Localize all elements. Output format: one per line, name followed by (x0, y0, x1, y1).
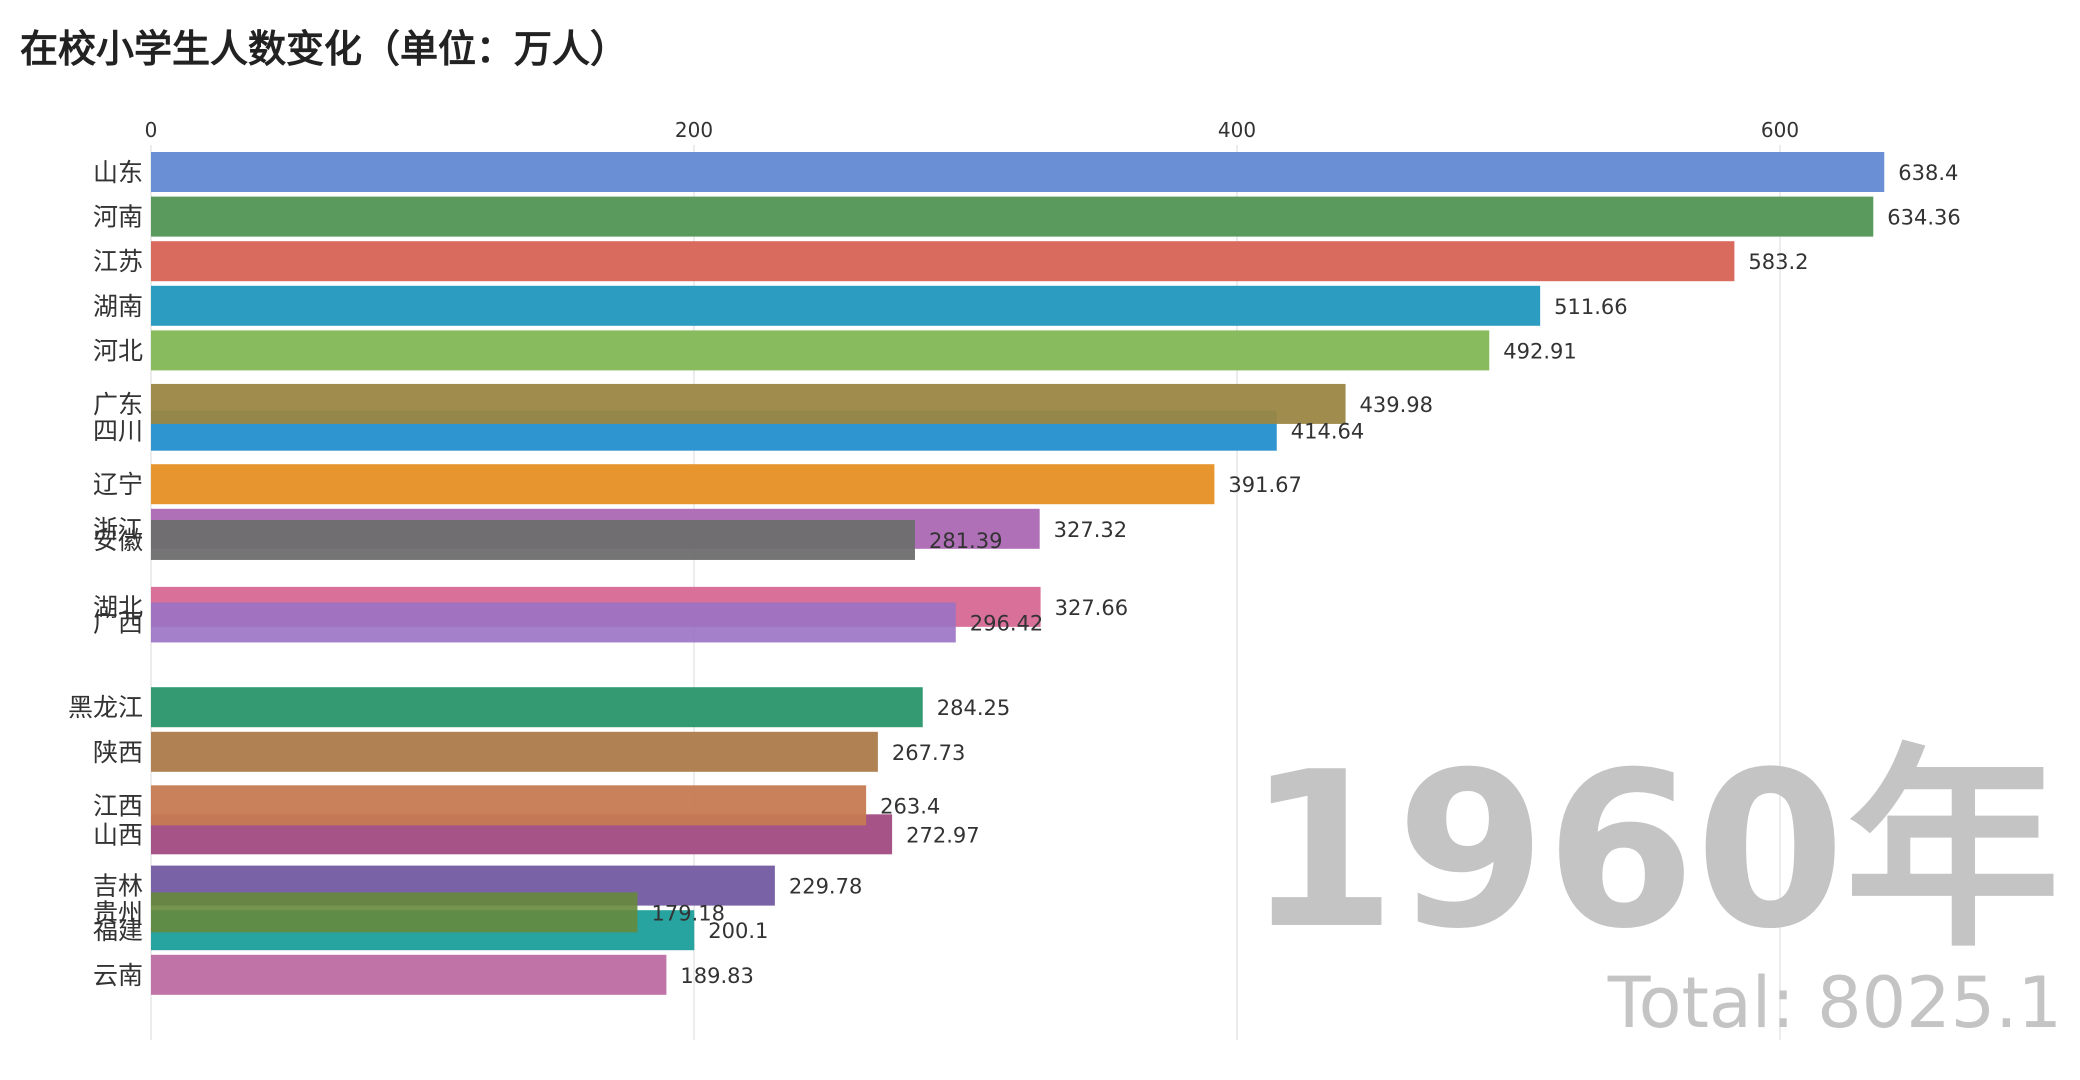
value-label: 296.42 (970, 611, 1043, 635)
bar (151, 241, 1735, 282)
category-label: 广东 (93, 390, 143, 419)
value-label: 327.32 (1054, 518, 1127, 542)
bar (151, 687, 923, 728)
bar (151, 785, 867, 826)
category-label: 云南 (93, 961, 143, 990)
value-label: 327.66 (1055, 596, 1128, 620)
category-label: 湖北 (93, 593, 143, 622)
value-label: 511.66 (1554, 295, 1627, 319)
category-label: 山东 (93, 158, 143, 187)
value-label: 229.78 (789, 875, 862, 899)
value-label: 439.98 (1360, 393, 1433, 417)
x-tick-label: 0 (145, 118, 158, 142)
bar (151, 464, 1215, 505)
category-label: 江苏 (93, 247, 143, 276)
year-label: 1960年 (1247, 725, 2060, 976)
category-label: 吉林 (93, 872, 143, 901)
value-labels: 638.4 634.36 583.2 511.66 492.91 439.98 414.64… (651, 161, 1960, 988)
category-label: 辽宁 (93, 470, 143, 499)
value-label: 267.73 (892, 741, 965, 765)
chart-title: 在校小学生人数变化（单位：万人） (20, 27, 629, 71)
category-label: 山西 (93, 820, 143, 849)
value-label: 179.18 (651, 901, 724, 925)
value-label: 634.36 (1887, 206, 1960, 230)
bar (151, 731, 878, 772)
total-label: Total: 8025.1 (1607, 962, 2062, 1044)
bar (151, 152, 1885, 192)
category-label: 陕西 (93, 738, 143, 767)
bar (151, 602, 956, 643)
category-label: 黑龙江 (68, 693, 143, 722)
value-label: 284.25 (937, 696, 1010, 720)
category-label: 湖南 (93, 292, 143, 321)
category-label: 浙江 (93, 515, 143, 544)
value-label: 583.2 (1748, 250, 1808, 274)
x-axis-ticks: 0 200 400 600 (145, 118, 1799, 142)
bar (151, 196, 1874, 237)
bar (151, 892, 638, 933)
value-label: 200.1 (708, 919, 768, 943)
category-label: 安徽 (93, 526, 143, 555)
value-label: 263.4 (880, 794, 940, 818)
category-label: 四川 (93, 417, 143, 446)
bar (151, 954, 667, 995)
value-label: 281.39 (929, 529, 1002, 553)
category-label: 福建 (93, 916, 143, 945)
x-tick-label: 200 (675, 118, 713, 142)
x-tick-label: 400 (1218, 118, 1256, 142)
bar (151, 519, 915, 560)
bar (151, 330, 1490, 371)
value-label: 189.83 (680, 964, 753, 988)
bars (151, 152, 1885, 995)
value-label: 492.91 (1503, 339, 1576, 363)
value-label: 638.4 (1898, 161, 1958, 185)
bar (151, 285, 1541, 326)
x-tick-label: 600 (1761, 118, 1799, 142)
value-label: 272.97 (906, 823, 979, 847)
category-label: 广西 (93, 608, 143, 637)
category-label: 贵州 (93, 898, 143, 927)
category-label: 江西 (93, 791, 143, 820)
category-label: 河南 (93, 203, 143, 232)
value-label: 391.67 (1228, 473, 1301, 497)
bar (151, 383, 1346, 424)
category-labels: 山东河南江苏湖南河北广东四川辽宁浙江安徽湖北广西黑龙江陕西江西山西吉林贵州福建云… (68, 158, 143, 990)
category-label: 河北 (93, 336, 143, 365)
value-label: 414.64 (1291, 420, 1364, 444)
